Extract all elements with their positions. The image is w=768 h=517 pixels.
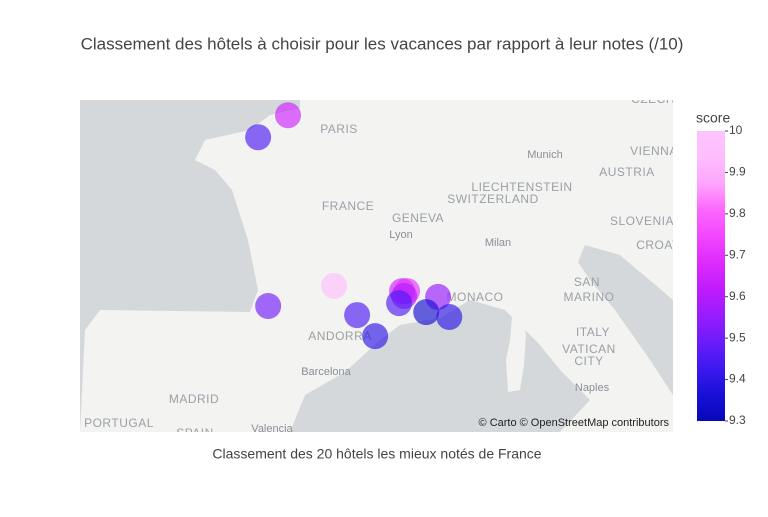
map-label: Naples xyxy=(575,382,610,394)
colorbar-tick-label: 9.9 xyxy=(729,165,746,179)
map-label: CROAT xyxy=(636,238,680,252)
colorbar-title: score xyxy=(696,110,730,126)
hotel-marker xyxy=(321,272,348,299)
map-label: SPAIN xyxy=(176,426,214,440)
hotel-marker xyxy=(436,304,463,331)
adriatic xyxy=(578,245,673,395)
map-label: CITY xyxy=(574,354,603,368)
chart-title: Classement des hôtels à choisir pour les… xyxy=(81,34,684,53)
map-label: VIENNA xyxy=(630,144,678,158)
map-label: Lyon xyxy=(389,229,412,241)
map: PARIS FRANCE GENEVA Lyon Munich LIECHTENSTEIN… xyxy=(80,92,680,440)
map-label: FRANCE xyxy=(322,199,374,213)
map-label: ITALY xyxy=(576,325,610,339)
map-label: AUSTRIA xyxy=(599,165,655,179)
colorbar-tick-label: 10 xyxy=(729,123,743,137)
map-label: PORTUGAL xyxy=(84,416,154,430)
channel xyxy=(80,100,300,300)
hotel-marker xyxy=(255,293,282,320)
hotel-marker xyxy=(413,299,440,326)
colorbar-tick-label: 9.8 xyxy=(729,206,746,220)
map-label: CZECHI xyxy=(631,92,679,106)
map-label: SWITZERLAND xyxy=(447,192,539,206)
map-label: VATICAN xyxy=(562,342,616,356)
land xyxy=(80,100,673,432)
map-label: Barcelona xyxy=(301,366,351,378)
caption: Classement des 20 hôtels les mieux notés… xyxy=(212,446,541,462)
attribution: © Carto © OpenStreetMap contributors xyxy=(479,417,670,429)
corsica-sardinia xyxy=(506,312,526,392)
map-label: Valencia xyxy=(251,423,293,435)
map-label: ANDORRA xyxy=(308,329,372,343)
map-label: PARIS xyxy=(320,122,358,136)
hotel-marker xyxy=(386,290,413,317)
map-label: SLOVENIA xyxy=(610,214,674,228)
colorbar-tick-label: 9.4 xyxy=(729,372,746,386)
map-label: MONACO xyxy=(447,290,504,304)
colorbar-tick-label: 9.7 xyxy=(729,247,746,261)
hotel-marker xyxy=(362,323,389,350)
colorbar xyxy=(697,131,725,421)
map-label: GENEVA xyxy=(392,211,444,225)
map-label: MARINO xyxy=(564,290,615,304)
hotel-marker xyxy=(344,302,371,329)
map-label: Munich xyxy=(527,149,562,161)
colorbar-tick-label: 9.5 xyxy=(729,330,746,344)
map-label: SAN xyxy=(574,275,600,289)
colorbar-tick-label: 9.6 xyxy=(729,289,746,303)
hotel-marker xyxy=(275,102,302,129)
hotel-marker xyxy=(245,124,272,151)
colorbar-tick-label: 9.3 xyxy=(729,413,746,427)
map-label: MADRID xyxy=(169,392,219,406)
map-label: LIECHTENSTEIN xyxy=(471,180,572,194)
map-label: Milan xyxy=(485,237,511,249)
